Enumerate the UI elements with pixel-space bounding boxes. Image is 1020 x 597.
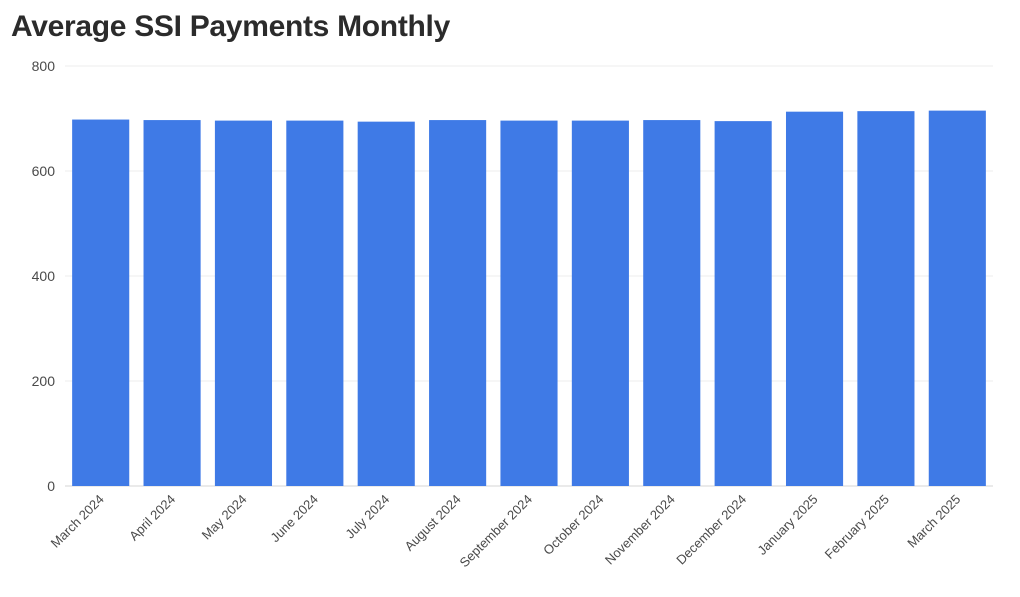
y-tick-label: 400 <box>32 268 56 284</box>
bar-12 <box>928 110 986 486</box>
bars <box>72 110 986 487</box>
x-tick-label: May 2024 <box>199 492 250 543</box>
x-tick-label: October 2024 <box>540 492 606 558</box>
chart-title: Average SSI Payments Monthly <box>11 10 450 43</box>
x-tick-label: April 2024 <box>126 492 178 544</box>
x-tick-label: November 2024 <box>602 492 678 568</box>
y-axis-ticks: 0 200 400 600 800 <box>32 58 56 494</box>
x-tick-label: July 2024 <box>342 492 392 542</box>
bar-6 <box>500 120 558 486</box>
x-tick-label: March 2024 <box>48 492 107 551</box>
x-tick-label: September 2024 <box>457 492 536 571</box>
x-tick-label: January 2025 <box>754 492 820 558</box>
bar-8 <box>643 120 701 486</box>
x-tick-label: March 2025 <box>904 492 963 551</box>
y-tick-label: 0 <box>47 478 55 494</box>
x-tick-label: June 2024 <box>267 492 321 546</box>
bar-4 <box>357 121 415 487</box>
bar-5 <box>429 120 487 486</box>
y-tick-label: 600 <box>32 163 56 179</box>
bar-11 <box>857 111 915 487</box>
bar-2 <box>214 120 273 486</box>
bar-3 <box>286 120 344 486</box>
bar-7 <box>571 120 629 486</box>
x-tick-label: August 2024 <box>402 492 464 554</box>
y-tick-label: 800 <box>32 58 56 74</box>
bar-1 <box>143 120 201 486</box>
bar-0 <box>72 119 130 487</box>
y-tick-label: 200 <box>32 373 56 389</box>
x-tick-label: February 2025 <box>822 492 892 562</box>
x-tick-label: December 2024 <box>673 492 749 568</box>
bar-10 <box>785 111 844 487</box>
x-axis-ticks: March 2024 April 2024 May 2024 June 2024 Jul… <box>48 492 964 571</box>
bar-9 <box>714 121 772 486</box>
